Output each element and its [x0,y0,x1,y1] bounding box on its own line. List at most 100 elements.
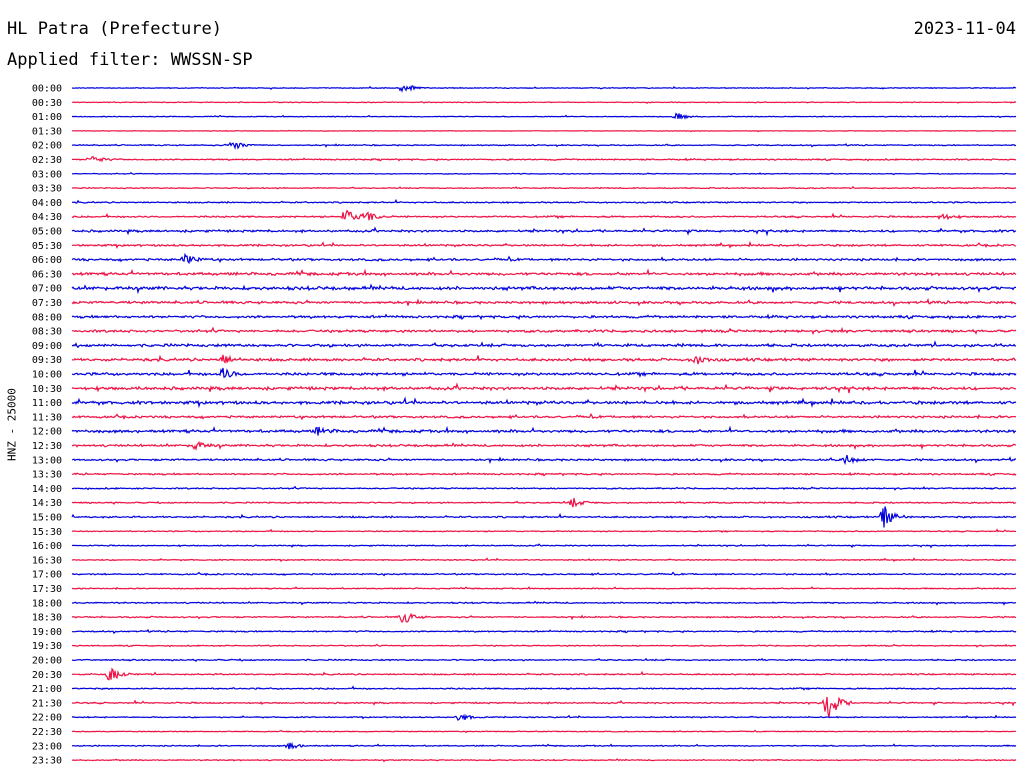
row-time-label: 15:00 [32,513,62,524]
trace-line [71,354,1016,365]
trace-line [71,340,1017,349]
trace-line [71,657,1017,663]
row-time-label: 08:00 [32,312,62,323]
row-time-label: 13:00 [32,455,62,466]
trace-line [71,141,1017,150]
row-time-label: 20:00 [32,656,62,667]
row-time-label: 20:30 [32,670,62,681]
row-time-label: 02:30 [32,155,62,166]
trace-line [71,441,1017,451]
trace-line [71,667,1017,681]
trace-line [71,471,1017,477]
row-time-label: 03:30 [32,184,62,195]
trace-line [71,425,1017,436]
trace-line [71,240,1017,249]
row-time-label: 15:30 [32,527,62,538]
trace-line [71,543,1017,549]
row-time-label: 19:00 [32,627,62,638]
trace-line [71,313,1017,321]
row-time-label: 18:00 [32,598,62,609]
row-time-label: 11:30 [32,412,62,423]
trace-line [71,185,1017,190]
trace-line [71,729,1017,734]
row-time-label: 23:30 [32,756,62,767]
trace-line [71,367,1017,379]
row-time-label: 21:00 [32,684,62,695]
trace-line [71,297,1017,308]
row-time-label: 22:30 [32,727,62,738]
trace-line [71,156,1017,163]
row-time-label: 07:00 [32,284,62,295]
row-time-label: 04:00 [32,198,62,209]
trace-line [71,485,1017,491]
trace-line [71,209,1017,221]
trace-line [71,396,1017,409]
row-time-label: 11:00 [32,398,62,409]
row-time-label: 10:30 [32,384,62,395]
row-time-label: 16:00 [32,541,62,552]
row-time-label: 12:30 [32,441,62,452]
trace-line [71,612,1017,624]
row-time-label: 22:00 [32,713,62,724]
trace-line [71,741,1017,750]
trace-line [71,85,1017,93]
trace-line [71,643,1017,648]
trace-line [71,129,1017,133]
row-time-label: 14:30 [32,498,62,509]
row-time-label: 12:00 [32,427,62,438]
trace-line [71,252,1017,265]
trace-line [71,268,1017,278]
row-time-label: 03:00 [32,169,62,180]
row-time-label: 10:00 [32,370,62,381]
row-time-label: 09:30 [32,355,62,366]
row-time-label: 09:00 [32,341,62,352]
trace-line [71,557,1017,563]
row-time-label: 02:00 [32,141,62,152]
row-time-label: 01:30 [32,126,62,137]
filter-label: Applied filter: WWSSN-SP [7,50,253,70]
trace-line [71,454,1016,466]
trace-line [71,713,1017,721]
row-time-label: 01:00 [32,112,62,123]
row-time-label: 05:00 [32,227,62,238]
row-time-label: 08:30 [32,327,62,338]
row-time-label: 14:00 [32,484,62,495]
row-time-label: 19:30 [32,641,62,652]
trace-line [71,283,1017,295]
trace-line [71,506,1017,528]
row-time-label: 06:30 [32,269,62,280]
trace-line [71,226,1017,237]
row-time-label: 17:00 [32,570,62,581]
row-time-label: 05:30 [32,241,62,252]
row-time-label: 00:30 [32,98,62,109]
trace-line [71,600,1017,606]
trace-line [71,412,1017,421]
row-time-label: 00:00 [32,84,62,95]
trace-line [71,685,1017,691]
row-time-label: 17:30 [32,584,62,595]
trace-line [71,382,1017,394]
trace-line [71,571,1017,577]
trace-line [71,326,1017,336]
row-time-label: 18:30 [32,613,62,624]
row-time-label: 23:00 [32,741,62,752]
trace-line [71,172,1017,176]
trace-line [72,586,1016,590]
row-time-label: 04:30 [32,212,62,223]
trace-line [71,100,1017,105]
row-time-label: 07:30 [32,298,62,309]
row-time-label: 16:30 [32,555,62,566]
trace-line [71,112,1017,120]
trace-line [71,528,1017,533]
row-time-label: 06:00 [32,255,62,266]
station-title: HL Patra (Prefecture) [7,19,222,39]
trace-line [71,198,1017,204]
date-label: 2023-11-04 [913,19,1016,39]
row-time-label: 13:30 [32,470,62,481]
trace-line [71,628,1017,635]
trace-line [71,758,1017,763]
trace-line [71,696,1017,718]
row-time-label: 21:30 [32,698,62,709]
trace-line [71,497,1017,508]
